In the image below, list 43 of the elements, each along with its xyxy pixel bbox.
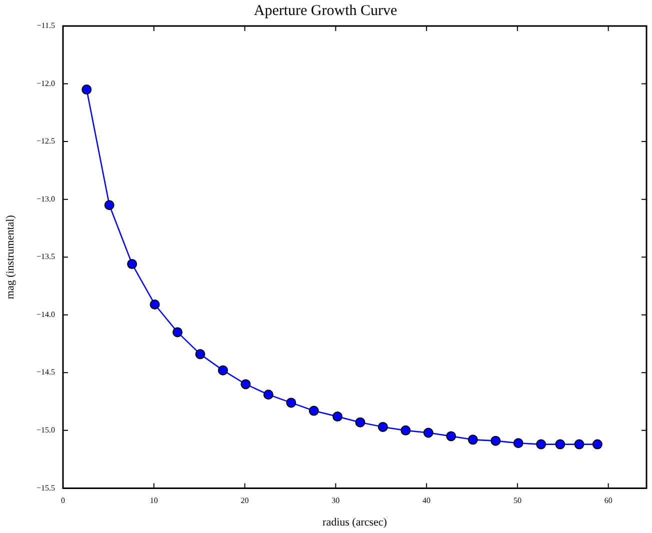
point bbox=[172, 327, 183, 338]
x-tick-label: 40 bbox=[422, 496, 431, 506]
point bbox=[332, 412, 342, 422]
y-tick-label: −12.5 bbox=[36, 136, 55, 146]
point bbox=[127, 259, 138, 270]
x-tick-label: 10 bbox=[150, 496, 158, 506]
point bbox=[555, 439, 566, 450]
y-tick-label: −15.0 bbox=[36, 426, 55, 435]
y-tick-label: −12.0 bbox=[36, 78, 55, 88]
point bbox=[536, 439, 546, 450]
point bbox=[286, 398, 296, 408]
point bbox=[104, 200, 114, 210]
point bbox=[592, 439, 602, 450]
point bbox=[423, 428, 434, 438]
point bbox=[513, 438, 524, 448]
y-tick-label: −14.5 bbox=[36, 368, 55, 377]
point bbox=[195, 349, 206, 360]
point bbox=[218, 365, 228, 376]
point bbox=[150, 299, 160, 310]
y-axis-title: mag (instrumental) bbox=[4, 214, 16, 300]
point bbox=[446, 431, 456, 442]
y-tick-label: −11.5 bbox=[36, 21, 55, 30]
chart-title: Aperture Growth Curve bbox=[254, 2, 398, 19]
point bbox=[308, 406, 319, 416]
y-tick-label: −14.0 bbox=[36, 310, 55, 319]
point bbox=[490, 436, 501, 446]
y-tick-label: −13.0 bbox=[36, 194, 55, 204]
x-tick-label: 30 bbox=[332, 496, 340, 506]
x-axis-title: radius (arcsec) bbox=[322, 516, 388, 528]
point bbox=[240, 379, 251, 390]
x-tick-label: 20 bbox=[240, 496, 249, 506]
x-tick-label: 50 bbox=[513, 496, 522, 506]
x-tick-label: 0 bbox=[61, 496, 65, 506]
point bbox=[82, 84, 92, 95]
y-tick-label: −13.5 bbox=[36, 252, 55, 262]
y-tick-label: −15.5 bbox=[36, 483, 55, 492]
point bbox=[400, 425, 411, 436]
point bbox=[355, 417, 366, 428]
point bbox=[378, 422, 388, 432]
point bbox=[574, 439, 584, 450]
point bbox=[468, 434, 478, 445]
x-tick-label: 60 bbox=[604, 496, 612, 506]
point bbox=[263, 390, 274, 400]
